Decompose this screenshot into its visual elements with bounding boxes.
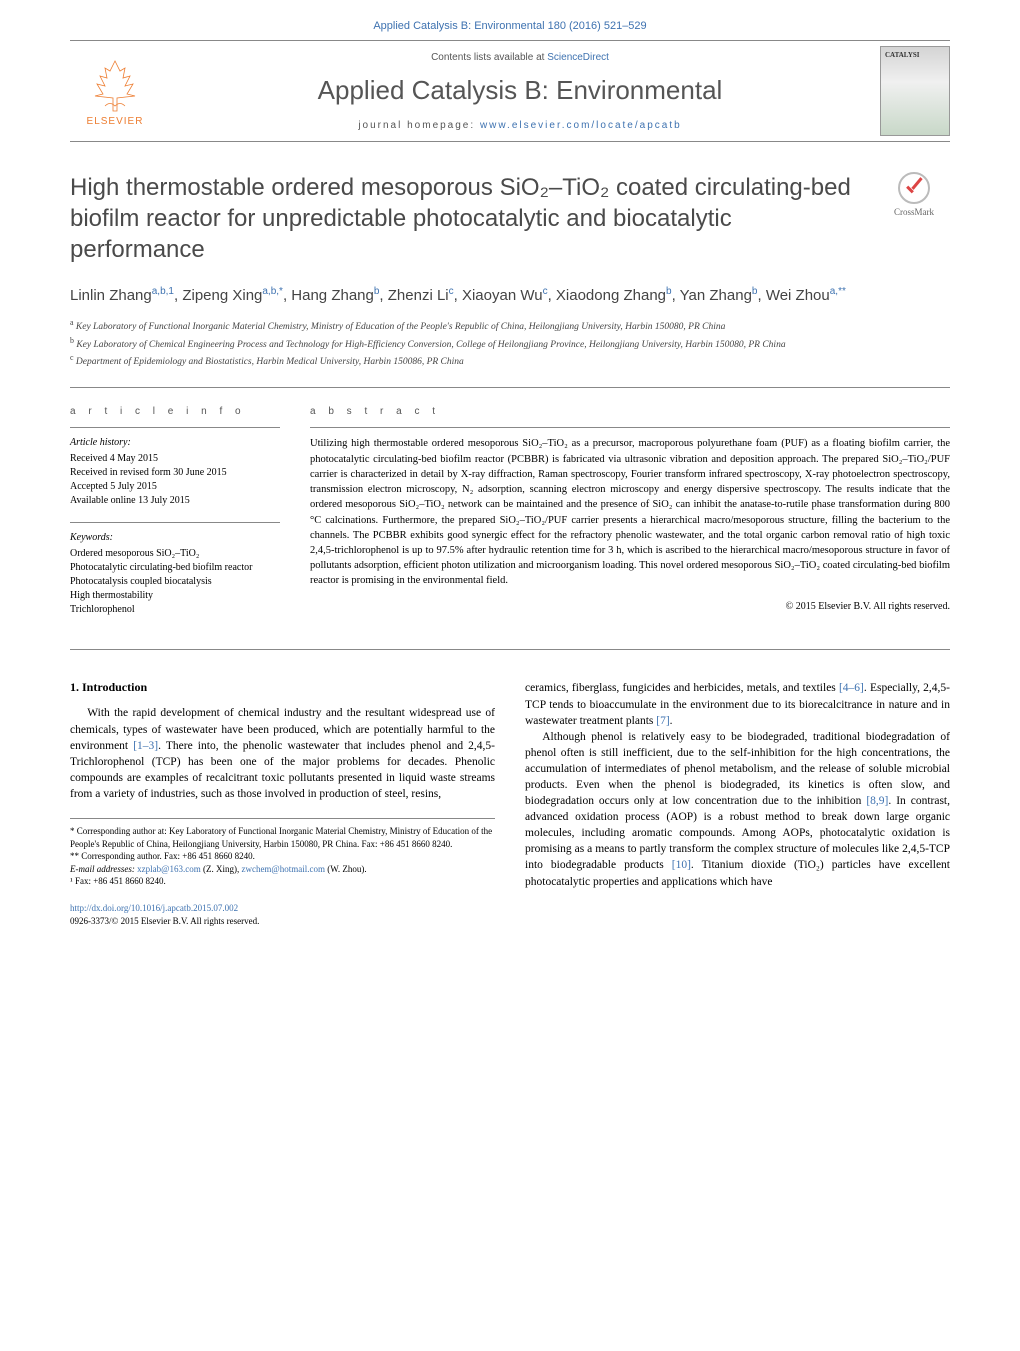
article-history-block: Article history: Received 4 May 2015Rece… xyxy=(70,436,280,508)
corresponding-1: * Corresponding author at: Key Laborator… xyxy=(70,825,495,850)
authors-list: Linlin Zhanga,b,1, Zipeng Xinga,b,*, Han… xyxy=(70,284,950,308)
journal-homepage: journal homepage: www.elsevier.com/locat… xyxy=(180,120,860,131)
article-info-column: a r t i c l e i n f o Article history: R… xyxy=(70,406,280,631)
history-label: Article history: xyxy=(70,436,280,450)
history-line: Received in revised form 30 June 2015 xyxy=(70,466,280,480)
body-col-right: ceramics, fiberglass, fungicides and her… xyxy=(525,680,950,927)
abstract-column: a b s t r a c t Utilizing high thermosta… xyxy=(310,406,950,631)
article-info-heading: a r t i c l e i n f o xyxy=(70,406,280,417)
corresponding-2: ** Corresponding author. Fax: +86 451 86… xyxy=(70,850,495,863)
affiliations: a Key Laboratory of Functional Inorganic… xyxy=(70,317,950,369)
history-line: Received 4 May 2015 xyxy=(70,452,280,466)
citation-text[interactable]: Applied Catalysis B: Environmental 180 (… xyxy=(373,20,646,32)
homepage-link[interactable]: www.elsevier.com/locate/apcatb xyxy=(480,120,682,131)
history-line: Available online 13 July 2015 xyxy=(70,494,280,508)
elsevier-label: ELSEVIER xyxy=(87,116,144,127)
citation-link[interactable]: [4–6] xyxy=(839,682,864,694)
article-title: High thermostable ordered mesoporous SiO… xyxy=(70,172,858,266)
doi-link[interactable]: http://dx.doi.org/10.1016/j.apcatb.2015.… xyxy=(70,903,238,913)
email-line: E-mail addresses: xzplab@163.com (Z. Xin… xyxy=(70,863,495,876)
keywords-label: Keywords: xyxy=(70,531,280,545)
divider-bottom xyxy=(70,649,950,650)
intro-para-3: Although phenol is relatively easy to be… xyxy=(525,729,950,890)
intro-para-2: ceramics, fiberglass, fungicides and her… xyxy=(525,680,950,728)
keyword-item: Photocatalytic circulating-bed biofilm r… xyxy=(70,561,280,575)
abstract-copyright: © 2015 Elsevier B.V. All rights reserved… xyxy=(310,601,950,612)
body-col-left: 1. Introduction With the rapid developme… xyxy=(70,680,495,927)
citation-link[interactable]: [1–3] xyxy=(133,740,158,752)
banner-center: Contents lists available at ScienceDirec… xyxy=(160,42,880,141)
keyword-item: Ordered mesoporous SiO₂–TiO₂ xyxy=(70,547,280,561)
citation-header: Applied Catalysis B: Environmental 180 (… xyxy=(0,0,1020,40)
contents-available: Contents lists available at ScienceDirec… xyxy=(180,52,860,63)
abstract-text: Utilizing high thermostable ordered meso… xyxy=(310,436,950,588)
footnotes: * Corresponding author at: Key Laborator… xyxy=(70,818,495,888)
elsevier-tree-icon xyxy=(85,56,145,116)
journal-cover-thumb[interactable]: CATALYSI xyxy=(880,46,950,136)
intro-heading: 1. Introduction xyxy=(70,680,495,695)
crossmark-label: CrossMark xyxy=(894,207,934,217)
email-link-2[interactable]: zwchem@hotmail.com xyxy=(241,864,325,874)
keyword-item: High thermostability xyxy=(70,589,280,603)
email-link-1[interactable]: xzplab@163.com xyxy=(137,864,201,874)
elsevier-logo[interactable]: ELSEVIER xyxy=(70,41,160,141)
intro-para-1: With the rapid development of chemical i… xyxy=(70,705,495,802)
keyword-item: Trichlorophenol xyxy=(70,603,280,617)
citation-link[interactable]: [10] xyxy=(672,859,691,871)
crossmark-badge[interactable]: CrossMark xyxy=(878,172,950,222)
citation-link[interactable]: [7] xyxy=(656,715,669,727)
footer-block: http://dx.doi.org/10.1016/j.apcatb.2015.… xyxy=(70,902,495,927)
sciencedirect-link[interactable]: ScienceDirect xyxy=(547,52,609,63)
body-columns: 1. Introduction With the rapid developme… xyxy=(70,680,950,927)
keywords-block: Keywords: Ordered mesoporous SiO₂–TiO₂Ph… xyxy=(70,531,280,617)
abstract-heading: a b s t r a c t xyxy=(310,406,950,417)
keyword-item: Photocatalysis coupled biocatalysis xyxy=(70,575,280,589)
journal-name: Applied Catalysis B: Environmental xyxy=(180,75,860,106)
crossmark-icon xyxy=(898,172,930,204)
journal-banner: ELSEVIER Contents lists available at Sci… xyxy=(70,40,950,142)
issn-line: 0926-3373/© 2015 Elsevier B.V. All right… xyxy=(70,916,259,926)
history-line: Accepted 5 July 2015 xyxy=(70,480,280,494)
divider-top xyxy=(70,387,950,388)
citation-link[interactable]: [8,9] xyxy=(866,795,888,807)
fax-line: ¹ Fax: +86 451 8660 8240. xyxy=(70,875,495,888)
